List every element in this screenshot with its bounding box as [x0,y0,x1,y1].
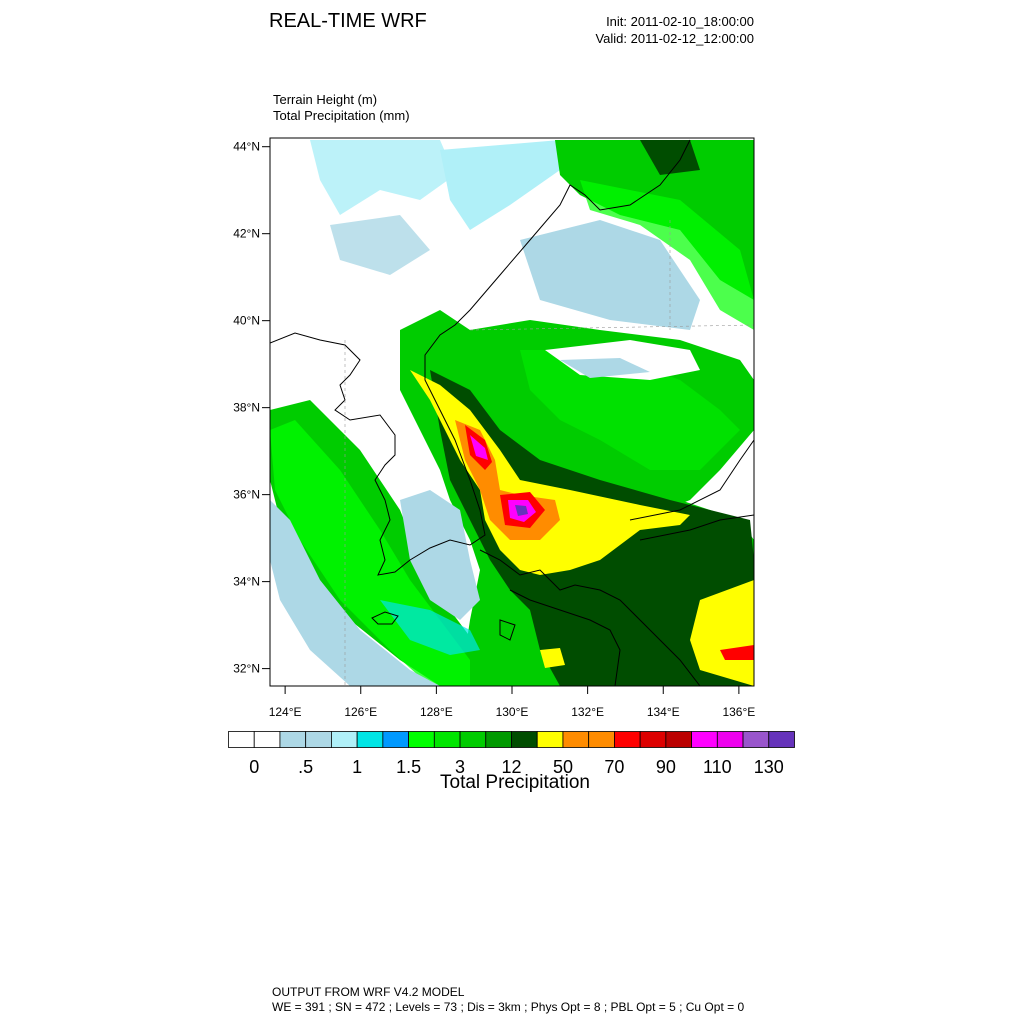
colorbar-label-4: 3 [455,757,465,773]
colorbar-box-15 [614,731,641,748]
coastline-honshu2 [639,514,754,541]
colorbar-box-18 [691,731,718,748]
precip-area-core-mag1 [470,435,488,460]
precip-area-westcoast [400,490,480,620]
colorbar-label-10: 130 [754,757,784,773]
colorbar-box-11 [511,731,538,748]
colorbar-label-6: 50 [553,757,573,773]
lat-tick-label-34: 34°N [233,575,260,589]
precip-area-ne-dark [640,140,700,175]
precip-area-yellowsea-light [270,500,440,686]
precip-area-light-north2 [330,215,430,275]
colorbar-box-13 [562,731,590,748]
lon-tick-label-124: 124°E [269,705,302,719]
lat-tick-label-42: 42°N [233,227,260,241]
init-time: Init: 2011-02-10_18:00:00 [606,14,754,29]
precip-area-light-east [520,220,700,330]
precip-area-ne-light [580,180,754,330]
lon-tick-label-126: 126°E [344,705,377,719]
colorbar-label-1: .5 [298,757,313,773]
colorbar-box-20 [742,731,770,748]
precip-area-se-red [720,645,754,660]
colorbar-box-21 [768,731,795,748]
lon-tick-label-134: 134°E [647,705,680,719]
colorbar-label-9: 110 [703,757,732,773]
colorbar-box-5 [356,731,384,748]
lon-tick-label-130: 130°E [496,705,529,719]
lat-tick-label-40: 40°N [233,314,260,328]
precip-area-spot [540,648,565,668]
precip-area-eastsea-light [560,358,650,378]
colorbar-label-0: 0 [249,757,259,773]
field-terrain-label: Terrain Height (m) [273,92,378,107]
colorbar-box-1 [253,731,281,748]
grid-lines [344,220,754,686]
precip-area-yellowsea-cyan [380,600,480,655]
colorbar-label-2: 1 [352,757,362,773]
precip-area-eastsea-inner [520,350,740,470]
plot-title: REAL-TIME WRF [269,10,427,32]
colorbar-label-7: 70 [604,757,624,773]
precip-field [270,140,754,686]
colorbar-labels: 0 .5 1 1.5 3 12 50 70 90 110 130 [249,757,784,773]
colorbar-box-2 [279,731,307,748]
lat-tick-label-32: 32°N [233,662,260,676]
colorbar-box-10 [485,731,512,748]
gridline-40n [469,324,754,331]
colorbar-box-9 [459,731,487,748]
colorbar-label-8: 90 [656,757,676,773]
coastline-mainland [270,139,691,576]
colorbar-box-8 [433,731,461,748]
precip-area-core-purple [515,505,528,516]
colorbar-box-12 [536,731,564,748]
colorbar-label-5: 12 [501,757,521,773]
lon-tick-label-132: 132°E [571,705,604,719]
field-precip-label: Total Precipitation (mm) [273,108,410,123]
lat-tick-label-44: 44°N [233,140,260,154]
coastline-island [499,619,516,641]
coastline-japan-kyushu [479,549,701,686]
coastline-jeju [371,611,399,625]
colorbar-box-19 [716,731,744,748]
colorbar-label-3: 1.5 [396,757,421,773]
colorbar-box-16 [639,731,667,748]
valid-time: Valid: 2011-02-12_12:00:00 [595,31,754,46]
lat-tick-label-38: 38°N [233,401,260,415]
colorbar-box-17 [665,731,692,748]
coastline-honshu [629,439,754,521]
lon-axis: 124°E 126°E 128°E 130°E 132°E 134°E 136°E [269,686,755,719]
footer-model: OUTPUT FROM WRF V4.2 MODEL [272,985,465,999]
colorbar-title: Total Precipitation [440,772,590,793]
colorbar-box-7 [408,731,435,748]
colorbar-box-3 [305,731,332,748]
precip-area-light-north [310,140,455,215]
colorbar-box-6 [382,731,409,748]
lat-tick-label-36: 36°N [233,488,260,502]
colorbar-box-14 [588,731,615,748]
colorbar-box-0 [228,731,255,748]
footer-config: WE = 391 ; SN = 472 ; Levels = 73 ; Dis … [272,1000,745,1014]
lon-tick-label-128: 128°E [420,705,453,719]
colorbar-box-4 [331,731,358,748]
lat-axis: 32°N 34°N 36°N 38°N 40°N 42°N 44°N [233,140,270,676]
precip-area-light-north3 [440,140,560,230]
coastlines [270,139,754,686]
coastline-japan-south [509,589,621,686]
precip-area-core [410,370,690,575]
lon-tick-label-136: 136°E [722,705,755,719]
colorbar: 0 .5 1 1.5 3 12 50 70 90 110 130 [228,731,795,773]
colorbar-boxes [228,731,795,748]
